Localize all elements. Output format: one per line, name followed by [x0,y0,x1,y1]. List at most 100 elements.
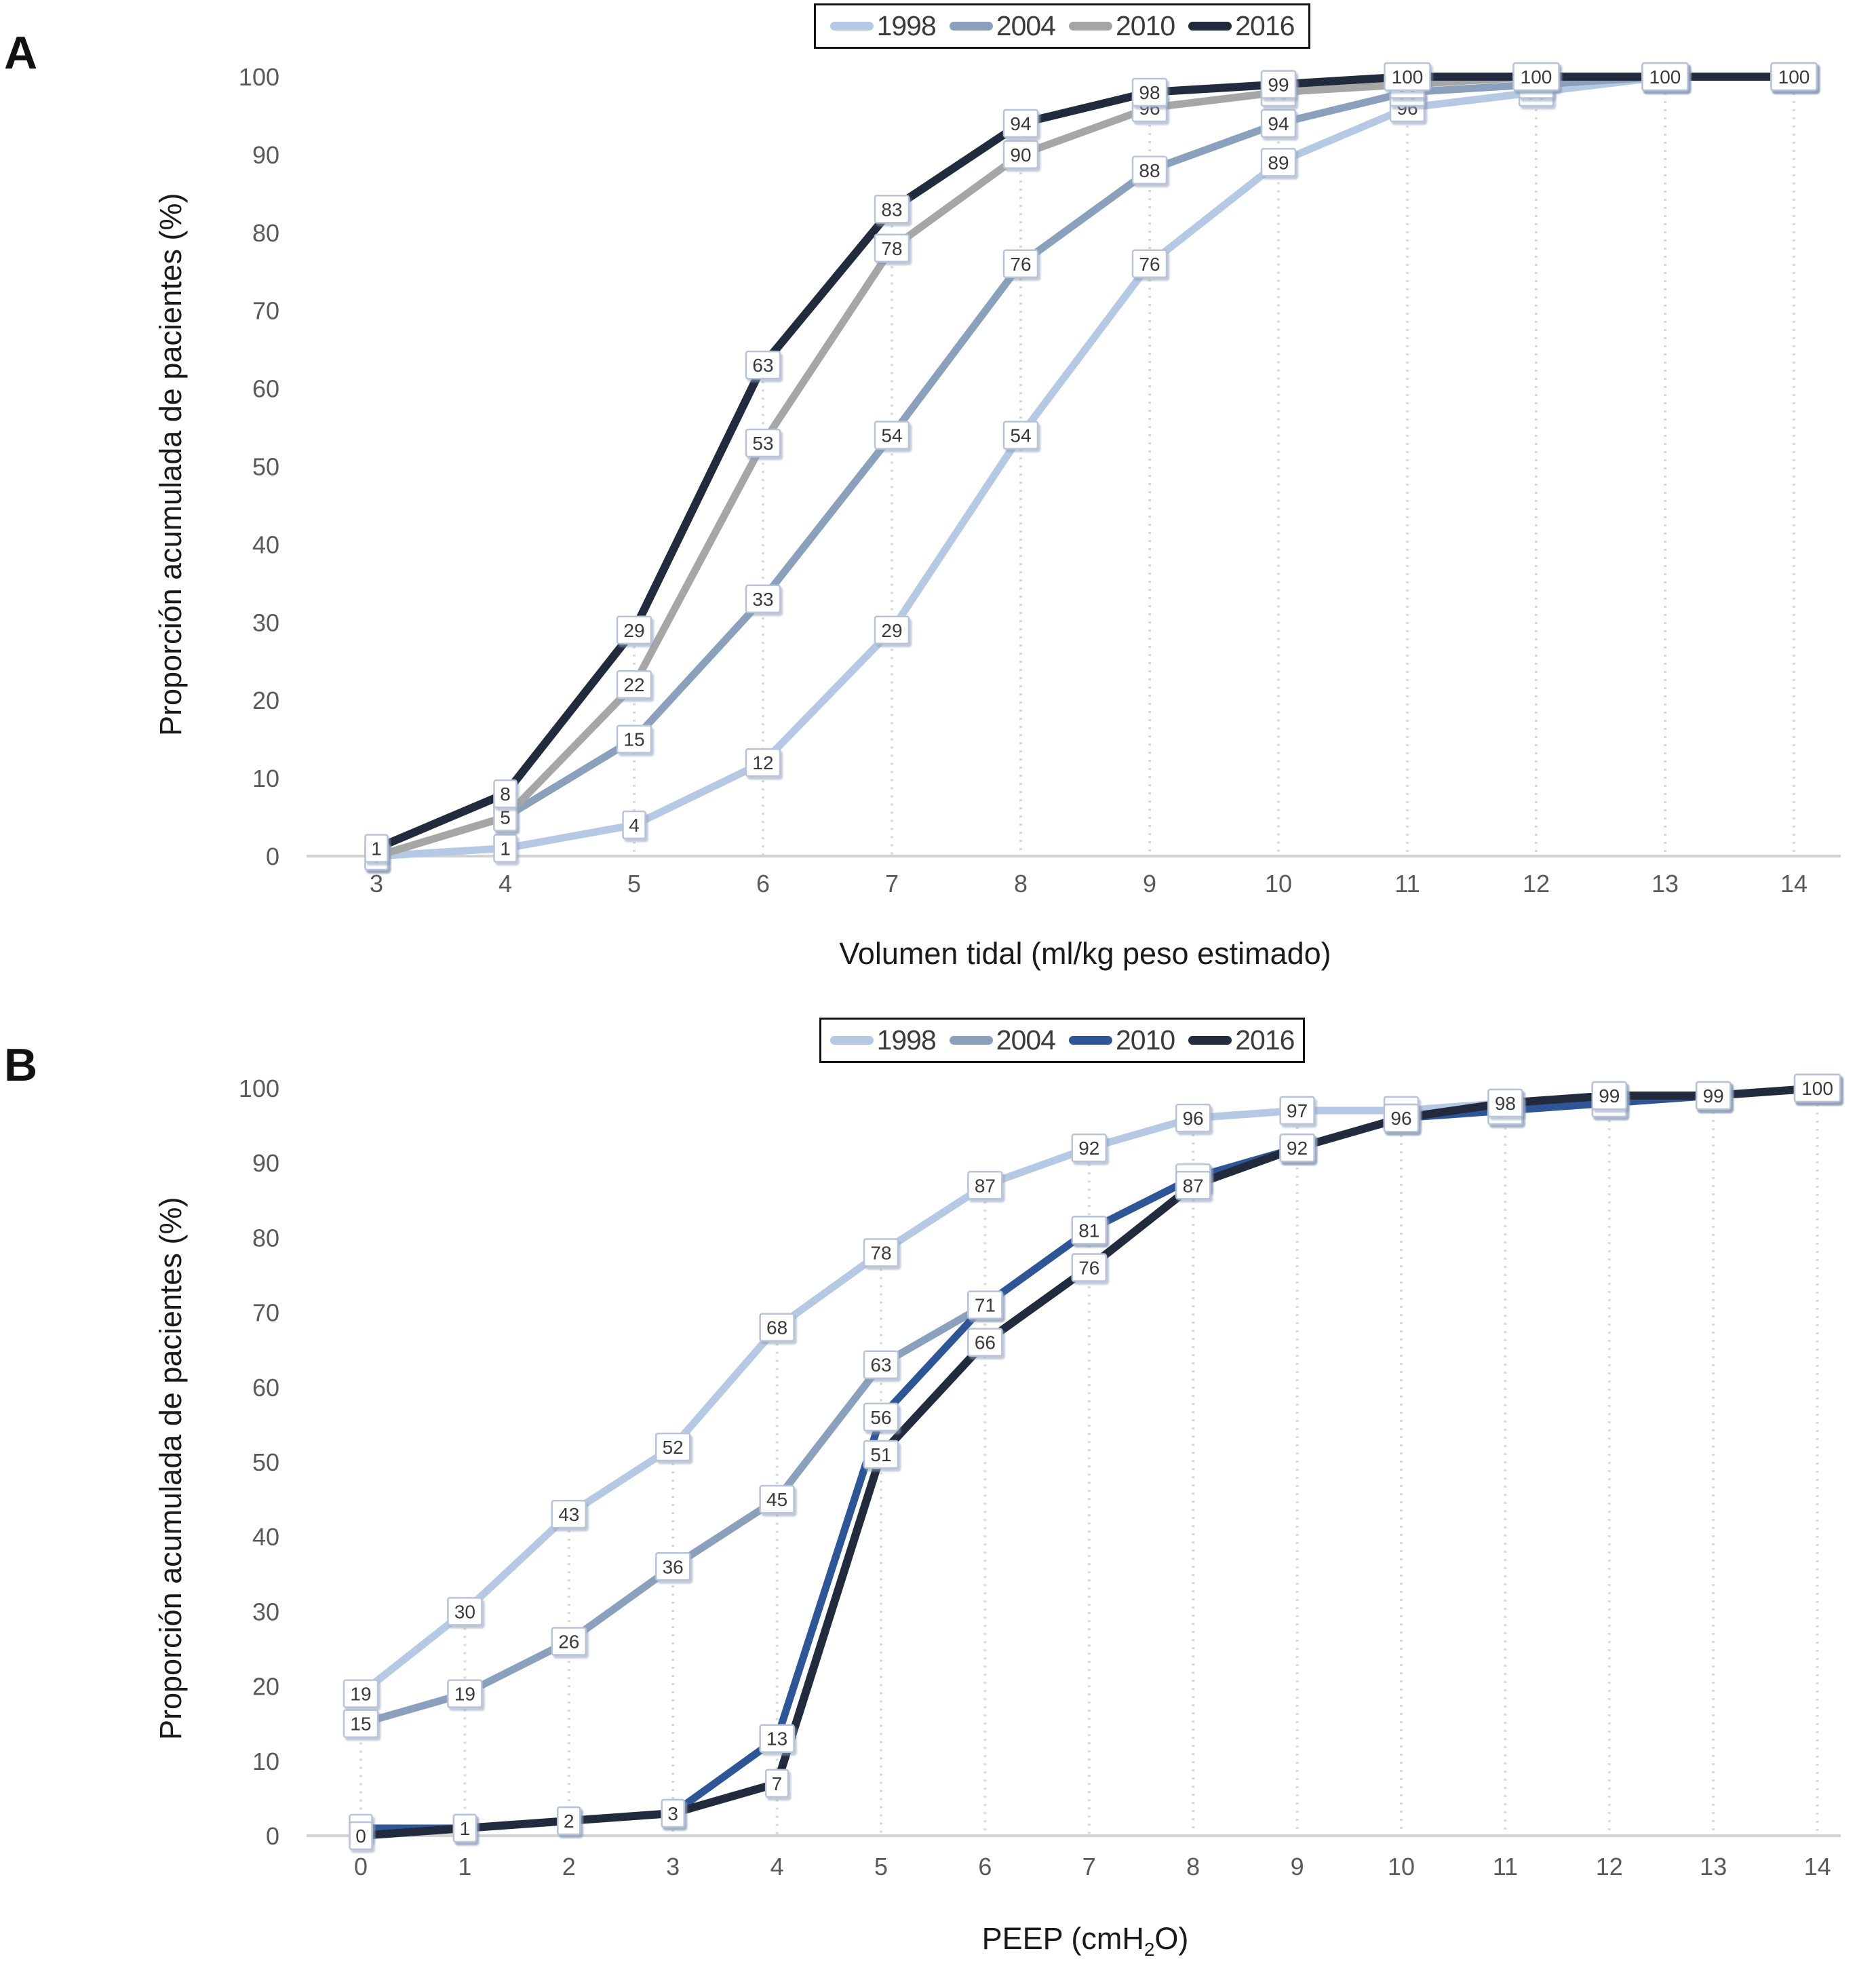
data-label-value: 1 [371,838,382,860]
data-label-box [863,1238,899,1267]
data-label-box [967,1328,1003,1357]
data-label-value: 90 [1010,144,1031,166]
x-tick-5: 5 [874,1853,888,1880]
data-label-box [863,1402,899,1432]
data-label-box [616,670,652,699]
y-tick-50: 50 [252,453,279,481]
x-tick-11: 11 [1493,1853,1518,1880]
data-label-value: 66 [975,1332,996,1353]
data-label-value: 8 [500,784,511,805]
data-label-value: 94 [1010,113,1031,134]
y-tick-40: 40 [252,530,279,558]
y-tick-90: 90 [252,1149,279,1177]
x-tick-10: 10 [1265,870,1292,898]
x-tick-14: 14 [1804,1853,1831,1880]
data-label-box [364,834,389,863]
data-label-box [616,725,652,754]
x-tick-6: 6 [978,1853,992,1880]
data-label-box [745,428,781,458]
data-label-box [1383,1103,1420,1133]
x-tick-4: 4 [499,870,512,898]
data-label-value: 29 [881,620,902,641]
data-label-value: 43 [558,1504,579,1525]
y-tick-80: 80 [252,1224,279,1252]
y-tick-20: 20 [252,1673,279,1701]
legend-label-2016: 2016 [1235,1024,1295,1056]
y-tick-labels: 0 10 20 30 40 50 60 70 80 90 100 [239,63,279,870]
data-label-box [1071,1216,1108,1245]
data-label-box [1260,70,1297,99]
legend-swatch-2010 [1069,22,1112,31]
data-label-box [764,1769,789,1798]
data-label-box [349,1821,373,1851]
data-label-value: 96 [1390,1108,1411,1129]
data-label-box [1002,140,1039,170]
data-label-value: 98 [1495,1093,1516,1114]
x-tick-9: 9 [1291,1853,1304,1880]
legend-swatch-1998 [829,1036,874,1045]
data-label-value: 0 [355,1826,366,1847]
data-label-value: 45 [766,1489,787,1510]
gridlines [375,77,1795,856]
x-tick-2: 2 [562,1853,576,1880]
data-labels-1998: 01412295476899698100100 [364,62,1818,871]
data-label-value: 19 [350,1684,371,1705]
data-label-value: 94 [1268,113,1289,134]
y-axis-title-panel-b: Proporción acumulada de pacientes (%) [153,1197,188,1741]
data-label-value: 4 [629,815,640,836]
data-label-value: 15 [350,1714,371,1735]
data-label-value: 53 [752,433,773,454]
data-label-value: 99 [1703,1085,1724,1106]
panel-b-letter: B [4,1039,38,1091]
legend-panel-b: 1998 2004 2010 2016 [819,1018,1305,1063]
y-axis-title-panel-a: Proporción acumulada de pacientes (%) [153,193,188,737]
data-label-box [622,810,646,840]
data-label-box [616,615,652,645]
series-line-2010 [372,73,1798,860]
y-tick-10: 10 [252,1748,279,1775]
legend-item-2004: 2004 [949,10,1056,42]
data-label-box [874,233,910,263]
x-tick-1: 1 [458,1853,471,1880]
data-label-value: 87 [1183,1175,1204,1196]
x-tick-13: 13 [1652,870,1679,898]
y-tick-40: 40 [252,1523,279,1551]
x-tick-labels: 3 4 5 6 7 8 9 10 11 12 13 14 [370,870,1807,898]
legend-item-2010: 2010 [1069,1024,1175,1056]
data-label-box [1793,1073,1841,1103]
data-label-value: 92 [1078,1138,1099,1159]
data-label-box [759,1313,795,1342]
data-label-value: 30 [454,1601,475,1622]
data-label-value: 26 [558,1631,579,1652]
data-labels-2010: 112313567181889296979899100 [349,1073,1841,1843]
data-label-value: 54 [881,425,902,446]
data-label-box [1591,1081,1628,1111]
data-label-box [1641,62,1689,92]
data-label-value: 54 [1010,425,1031,446]
data-label-value: 99 [1268,74,1289,95]
data-label-box [874,421,910,450]
data-label-value: 36 [663,1556,684,1577]
data-label-value: 63 [870,1355,891,1376]
data-label-box [1002,249,1039,279]
data-label-box [493,779,517,809]
x-axis-title-b-text: O) [1154,1921,1189,1956]
series-line-1998 [372,73,1798,860]
legend-swatch-2016 [1188,1036,1232,1045]
y-tick-70: 70 [252,1299,279,1327]
legend-item-1998: 1998 [829,10,937,42]
data-label-value: 1 [500,838,511,860]
data-label-box [874,615,910,645]
data-label-box [1071,1253,1108,1282]
data-label-value: 78 [881,238,902,259]
data-label-value: 63 [752,355,773,376]
y-tick-60: 60 [252,1374,279,1402]
panel-a-plot: 0102030405060708090100345678910111213140… [239,62,1841,898]
data-label-box [1131,249,1168,279]
data-label-box [1002,109,1039,138]
data-label-value: 29 [623,620,644,641]
x-tick-3: 3 [370,870,383,898]
data-label-box [759,1724,795,1753]
legend-label-1998: 1998 [876,1024,937,1056]
